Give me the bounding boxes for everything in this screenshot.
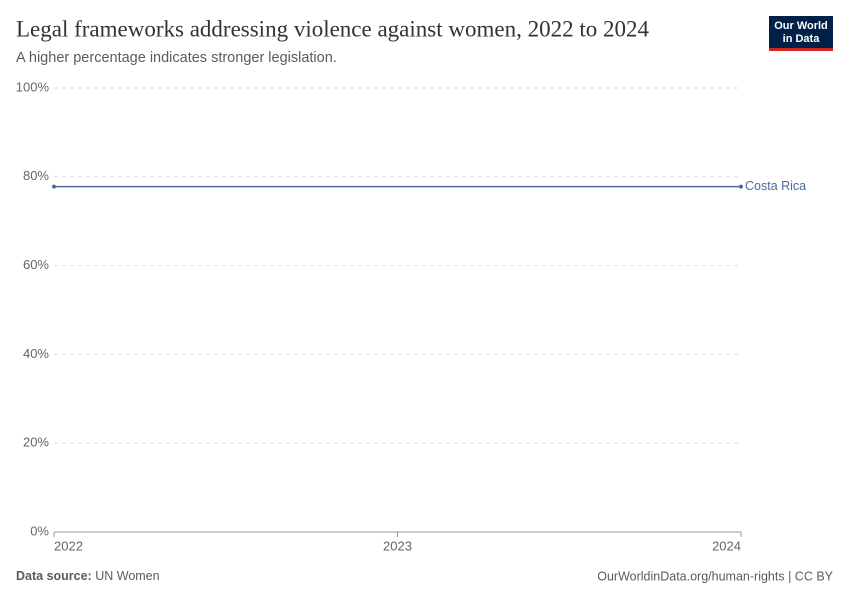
point [52,184,56,189]
source: Data source: UN Women [16,569,160,583]
y-tick-label: 0% [30,523,49,538]
chart-title: Legal frameworks addressing violence aga… [16,16,649,41]
logo-stripe [769,48,833,51]
footer[interactable]: OurWorldinData.org/human-rights | CC BY [597,569,833,583]
logo-text: Our World [774,20,828,32]
x-tick-label: 2023 [383,538,412,553]
source-value[interactable]: UN Women [95,569,159,583]
point [739,184,743,189]
logo-box [769,16,833,50]
x-tick-label: 2022 [54,538,83,553]
chart-subtitle: A higher percentage indicates stronger l… [16,50,337,66]
y-tick-label: 40% [23,346,49,361]
logo-text: in Data [783,33,821,45]
y-tick-label: 20% [23,435,49,450]
legend-label: Costa Rica [745,179,806,193]
logo[interactable]: Our World in Data [769,16,833,51]
x-tick-label: 2024 [712,538,741,553]
y-tick-label: 60% [23,257,49,272]
source-label: Data source: [16,569,92,583]
y-tick-label: 100% [16,79,50,94]
y-tick-label: 80% [23,168,49,183]
